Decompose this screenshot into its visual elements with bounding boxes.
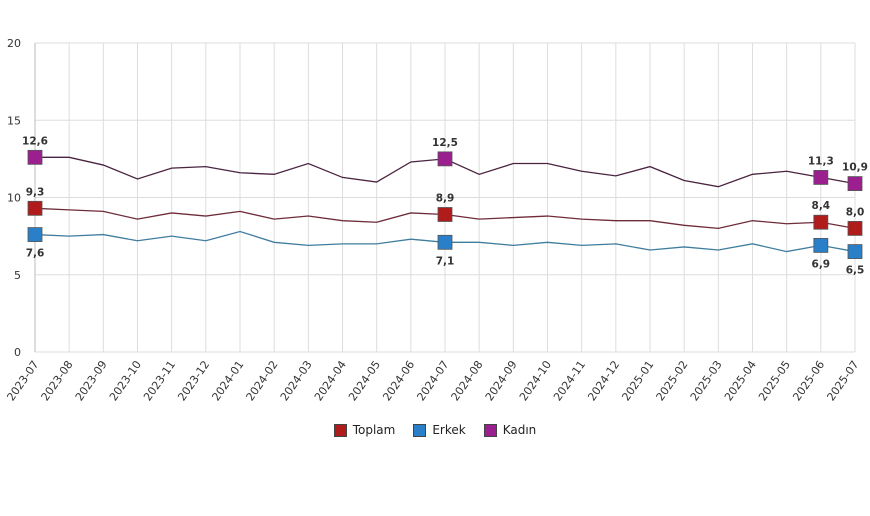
data-point-Toplam: [437, 207, 453, 222]
x-tick-label: 2025-06: [790, 358, 827, 403]
x-tick-label: 2025-01: [619, 358, 656, 403]
data-point-Erkek: [813, 237, 829, 253]
y-tick-label: 5: [14, 269, 21, 282]
data-label-Kadın: 10,9: [842, 162, 868, 174]
legend: Toplam Erkek Kadın: [0, 423, 870, 437]
legend-swatch: [483, 423, 497, 437]
x-tick-label: 2024-10: [517, 358, 554, 403]
x-tick-label: 2023-07: [4, 358, 41, 403]
x-tick-label: 2023-10: [107, 358, 144, 403]
data-point-Toplam: [27, 200, 43, 216]
x-tick-label: 2024-09: [483, 358, 520, 403]
data-point-Kadın: [813, 170, 829, 185]
legend-swatch: [333, 423, 347, 437]
x-tick-label: 2024-11: [551, 358, 588, 403]
data-point-Toplam: [847, 220, 863, 236]
x-tick-label: 2025-02: [654, 358, 691, 403]
legend-label: Kadın: [502, 423, 537, 437]
y-tick-label: 15: [7, 114, 21, 127]
x-tick-label: 2023-12: [175, 358, 212, 403]
data-label-Erkek: 6,9: [812, 258, 831, 270]
data-label-Toplam: 8,9: [436, 192, 455, 204]
x-tick-label: 2024-08: [449, 358, 486, 403]
data-point-Kadın: [27, 149, 43, 165]
x-tick-label: 2024-04: [312, 358, 349, 403]
data-label-Kadın: 12,6: [22, 135, 48, 147]
data-label-Kadın: 11,3: [808, 155, 834, 167]
x-tick-label: 2025-03: [688, 358, 725, 403]
data-label-Erkek: 7,1: [436, 255, 455, 267]
legend-item[interactable]: Kadın: [483, 423, 537, 437]
x-tick-label: 2025-07: [824, 358, 861, 403]
x-tick-label: 2025-04: [722, 358, 759, 403]
x-tick-label: 2024-07: [414, 358, 451, 403]
line-chart: 051015202023-072023-082023-092023-102023…: [4, 37, 868, 403]
data-point-Erkek: [847, 244, 863, 259]
data-label-Toplam: 9,3: [26, 186, 45, 198]
data-point-Toplam: [813, 214, 829, 230]
legend-label: Toplam: [352, 423, 396, 437]
x-tick-label: 2024-02: [244, 358, 281, 403]
legend-item[interactable]: Erkek: [413, 423, 466, 437]
x-tick-label: 2024-05: [346, 358, 383, 403]
data-label-Kadın: 12,5: [432, 137, 458, 149]
legend-item[interactable]: Toplam: [333, 423, 396, 437]
x-tick-label: 2023-08: [39, 358, 76, 403]
data-point-Kadın: [437, 151, 453, 167]
x-tick-label: 2024-06: [380, 358, 417, 403]
x-tick-label: 2023-09: [73, 358, 110, 403]
x-tick-label: 2025-05: [756, 358, 793, 403]
x-tick-label: 2024-03: [278, 358, 315, 403]
x-tick-label: 2023-11: [141, 358, 178, 403]
y-tick-label: 10: [7, 192, 21, 205]
data-point-Kadın: [847, 176, 863, 191]
data-point-Erkek: [27, 227, 43, 242]
data-label-Erkek: 7,6: [26, 248, 45, 260]
data-label-Erkek: 6,5: [846, 265, 865, 277]
legend-swatch: [413, 423, 427, 437]
y-tick-label: 20: [7, 37, 21, 50]
data-label-Toplam: 8,0: [846, 206, 865, 218]
data-label-Toplam: 8,4: [812, 200, 831, 212]
legend-label: Erkek: [432, 423, 466, 437]
y-tick-label: 0: [14, 346, 21, 359]
x-tick-label: 2024-01: [209, 358, 246, 403]
x-tick-label: 2024-12: [585, 358, 622, 403]
data-point-Erkek: [437, 234, 453, 250]
